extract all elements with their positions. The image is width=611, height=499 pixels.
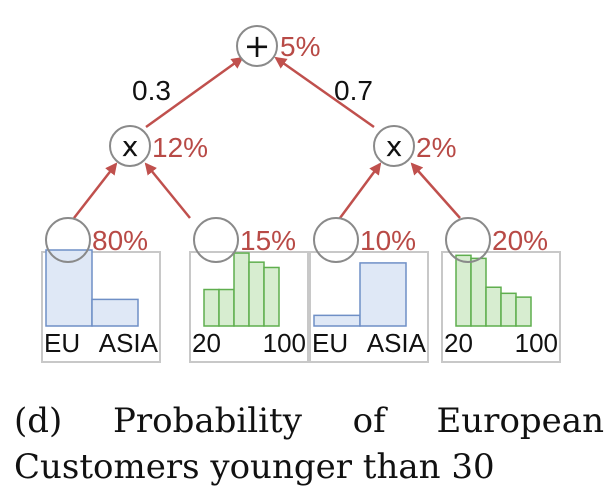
caption-line-1: (d) Probability of European xyxy=(14,398,604,444)
leaf-node-1: EU ASIA 80% xyxy=(41,217,161,363)
figure-caption: (d) Probability of European Customers yo… xyxy=(14,398,604,490)
edge-leaf1-to-left-product xyxy=(73,162,118,219)
leaf-circle xyxy=(445,217,491,263)
edges xyxy=(73,56,461,219)
histogram-bar xyxy=(470,257,487,327)
product-node-right-operator: x xyxy=(386,130,403,163)
product-node-left-circle xyxy=(109,125,151,167)
leaf-circle xyxy=(45,217,91,263)
leaf-nodes: EU ASIA 80% 20 100 15% EU ASIA 10% 20 100 20% xyxy=(41,217,561,363)
leaf-percent: 15% xyxy=(240,225,296,256)
edge-weight-left: 0.3 xyxy=(132,75,171,106)
leaf-circle xyxy=(313,217,359,263)
edge-leaf2-to-left-product xyxy=(144,162,191,219)
histogram-bar xyxy=(515,296,532,327)
edge-weight-right: 0.7 xyxy=(334,75,373,106)
product-node-left-operator: x xyxy=(122,130,139,163)
sum-product-network-diagram: 0.3 0.7 + 5% x 12% x 2% EU ASIA 80% 20 100 15… xyxy=(41,25,561,363)
axis-label: 20 xyxy=(192,328,221,358)
histogram-bar xyxy=(313,314,361,327)
product-node-right-percent: 2% xyxy=(416,132,456,163)
axis-label: ASIA xyxy=(367,328,427,358)
caption-word: European xyxy=(436,401,604,441)
product-node-left: x 12% xyxy=(109,125,208,167)
histogram-bar xyxy=(91,298,139,327)
leaf-node-4: 20 100 20% xyxy=(441,217,561,363)
edge-left-product-to-root xyxy=(145,56,244,129)
caption-word: of xyxy=(352,401,386,441)
sum-node-circle xyxy=(236,25,278,67)
histogram-bar xyxy=(359,262,407,327)
caption-word: (d) xyxy=(14,401,63,441)
leaf-circle xyxy=(193,217,239,263)
sum-node: + 5% xyxy=(236,25,320,67)
histogram-bar xyxy=(455,254,472,327)
axis-label: 100 xyxy=(263,328,306,358)
edge-leaf4-to-right-product xyxy=(410,162,461,219)
axis-label: EU xyxy=(44,328,80,358)
histogram-bar xyxy=(218,288,235,327)
histogram-bar xyxy=(500,292,517,327)
axis-label: 20 xyxy=(444,328,473,358)
caption-word: Probability xyxy=(113,401,302,441)
leaf-node-3: EU ASIA 10% xyxy=(309,217,429,363)
axis-label: EU xyxy=(312,328,348,358)
leaf-percent: 80% xyxy=(92,225,148,256)
axis-label: 100 xyxy=(515,328,558,358)
edge-right-product-to-root xyxy=(274,56,375,129)
leaf-percent: 20% xyxy=(492,225,548,256)
leaf-node-2: 20 100 15% xyxy=(189,217,309,363)
histogram-bar xyxy=(263,266,280,327)
histogram-bar xyxy=(203,288,220,327)
product-node-right: x 2% xyxy=(373,125,456,167)
histogram-bar xyxy=(485,286,502,327)
edge-leaf3-to-right-product xyxy=(338,162,382,219)
caption-line-2: Customers younger than 30 xyxy=(14,447,495,487)
sum-node-operator: + xyxy=(244,27,271,65)
leaf-percent: 10% xyxy=(360,225,416,256)
histogram-bar xyxy=(233,252,250,327)
axis-label: ASIA xyxy=(99,328,159,358)
product-node-left-percent: 12% xyxy=(152,132,208,163)
product-node-right-circle xyxy=(373,125,415,167)
histogram-bar xyxy=(248,261,265,327)
sum-node-percent: 5% xyxy=(280,31,320,62)
